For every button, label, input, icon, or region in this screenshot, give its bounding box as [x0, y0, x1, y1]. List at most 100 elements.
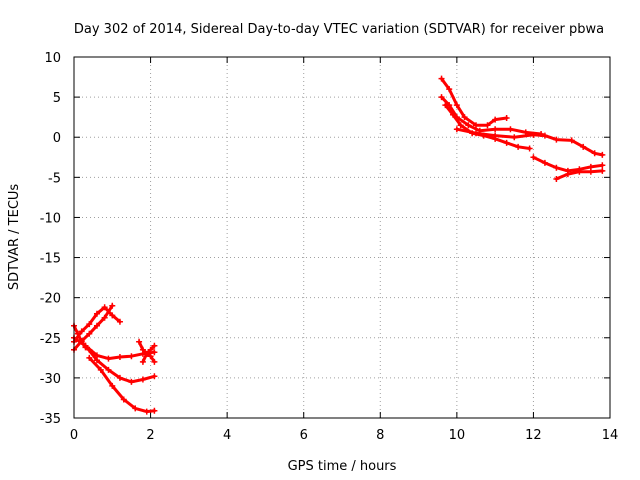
series-track-8 [139, 350, 158, 365]
x-tick-label: 10 [449, 428, 466, 443]
data-point [116, 374, 123, 381]
data-point [93, 357, 100, 364]
x-tick-labels: 0 2 4 6 8 10 12 14 [70, 428, 618, 443]
x-tick-label: 14 [602, 428, 619, 443]
x-tick-label: 8 [376, 428, 384, 443]
data-point [515, 143, 522, 150]
data-point [465, 122, 472, 129]
data-point [473, 122, 479, 129]
y-tick-label: -30 [40, 372, 61, 387]
series-track-4 [82, 342, 158, 385]
x-tick-label: 2 [146, 428, 154, 443]
x-tick-label: 6 [300, 428, 308, 443]
data-point [105, 366, 112, 373]
data-point [151, 349, 158, 356]
series-track-9 [438, 75, 510, 129]
data-point [492, 116, 499, 123]
series-line [141, 352, 156, 364]
data-point [450, 111, 457, 118]
x-tick-label: 0 [70, 428, 78, 443]
data-point [86, 330, 93, 337]
x-axis-label: GPS time / hours [288, 459, 397, 474]
data-point [109, 382, 116, 389]
y-tick-label: -10 [40, 211, 61, 226]
data-point [116, 318, 123, 325]
data-point [576, 168, 583, 175]
series-track-10 [438, 94, 545, 138]
y-tick-label: -20 [40, 292, 61, 307]
data-point [86, 346, 93, 353]
data-point [503, 139, 510, 146]
y-tick-label: -35 [40, 412, 61, 427]
data-point [530, 131, 537, 138]
data-point [553, 175, 560, 182]
series-line [87, 356, 156, 414]
y-axis-label: SDTVAR / TECUs [7, 184, 22, 291]
data-point [143, 408, 150, 415]
data-point [599, 162, 606, 169]
series-track-5 [86, 354, 158, 415]
data-point [568, 137, 575, 144]
data-point [93, 310, 100, 317]
series-track-12 [453, 126, 606, 158]
data-point [136, 338, 143, 345]
data-point [564, 171, 571, 178]
data-point [541, 159, 548, 166]
data-point [151, 373, 158, 380]
data-point [492, 132, 499, 139]
chart-title: Day 302 of 2014, Sidereal Day-to-day VTE… [74, 22, 604, 37]
data-point [74, 330, 81, 337]
data-point [580, 143, 587, 150]
data-point [128, 378, 135, 385]
series-track-2 [71, 302, 116, 353]
data-point [438, 94, 445, 101]
data-point [553, 164, 560, 171]
data-point [151, 358, 158, 365]
data-point [151, 407, 158, 414]
data-point [553, 136, 560, 143]
data-point [109, 312, 116, 319]
data-point [453, 102, 460, 109]
data-point [147, 346, 154, 353]
data-point [507, 126, 514, 133]
data-point [541, 132, 548, 139]
data-point [82, 344, 89, 351]
data-point [587, 168, 594, 175]
y-tick-label: -5 [48, 171, 61, 186]
data-point [139, 376, 146, 383]
plot-frame [73, 56, 611, 419]
data-point [530, 154, 537, 161]
data-point [78, 338, 85, 345]
data-point [97, 366, 104, 373]
data-point [526, 145, 533, 152]
data-point [147, 353, 154, 360]
data-point [86, 321, 93, 328]
data-point [93, 322, 100, 329]
x-tick-label: 4 [223, 428, 231, 443]
data-point [109, 302, 116, 309]
data-point [101, 304, 108, 311]
data-point [78, 328, 85, 335]
data-point [132, 405, 139, 412]
data-point [503, 114, 510, 121]
y-tick-label: 5 [53, 91, 61, 106]
y-tick-labels: 10 5 0 -5 -10 -15 -20 -25 -30 -35 [40, 51, 61, 427]
data-point [599, 167, 606, 174]
data-point [484, 122, 491, 129]
data-point [453, 126, 460, 133]
data-point [438, 75, 445, 82]
data-point [511, 134, 518, 141]
y-tick-label: -25 [40, 332, 61, 347]
data-point [86, 354, 93, 361]
data-point [139, 358, 146, 365]
data-point [101, 314, 108, 321]
data-point [105, 355, 112, 362]
data-point [120, 396, 127, 403]
data-point [599, 151, 606, 158]
data-point [139, 346, 146, 353]
y-tick-label: -15 [40, 252, 61, 267]
data-point [151, 342, 158, 349]
data-point [442, 102, 449, 109]
x-tick-label: 12 [525, 428, 542, 443]
y-tick-label: 0 [53, 131, 61, 146]
